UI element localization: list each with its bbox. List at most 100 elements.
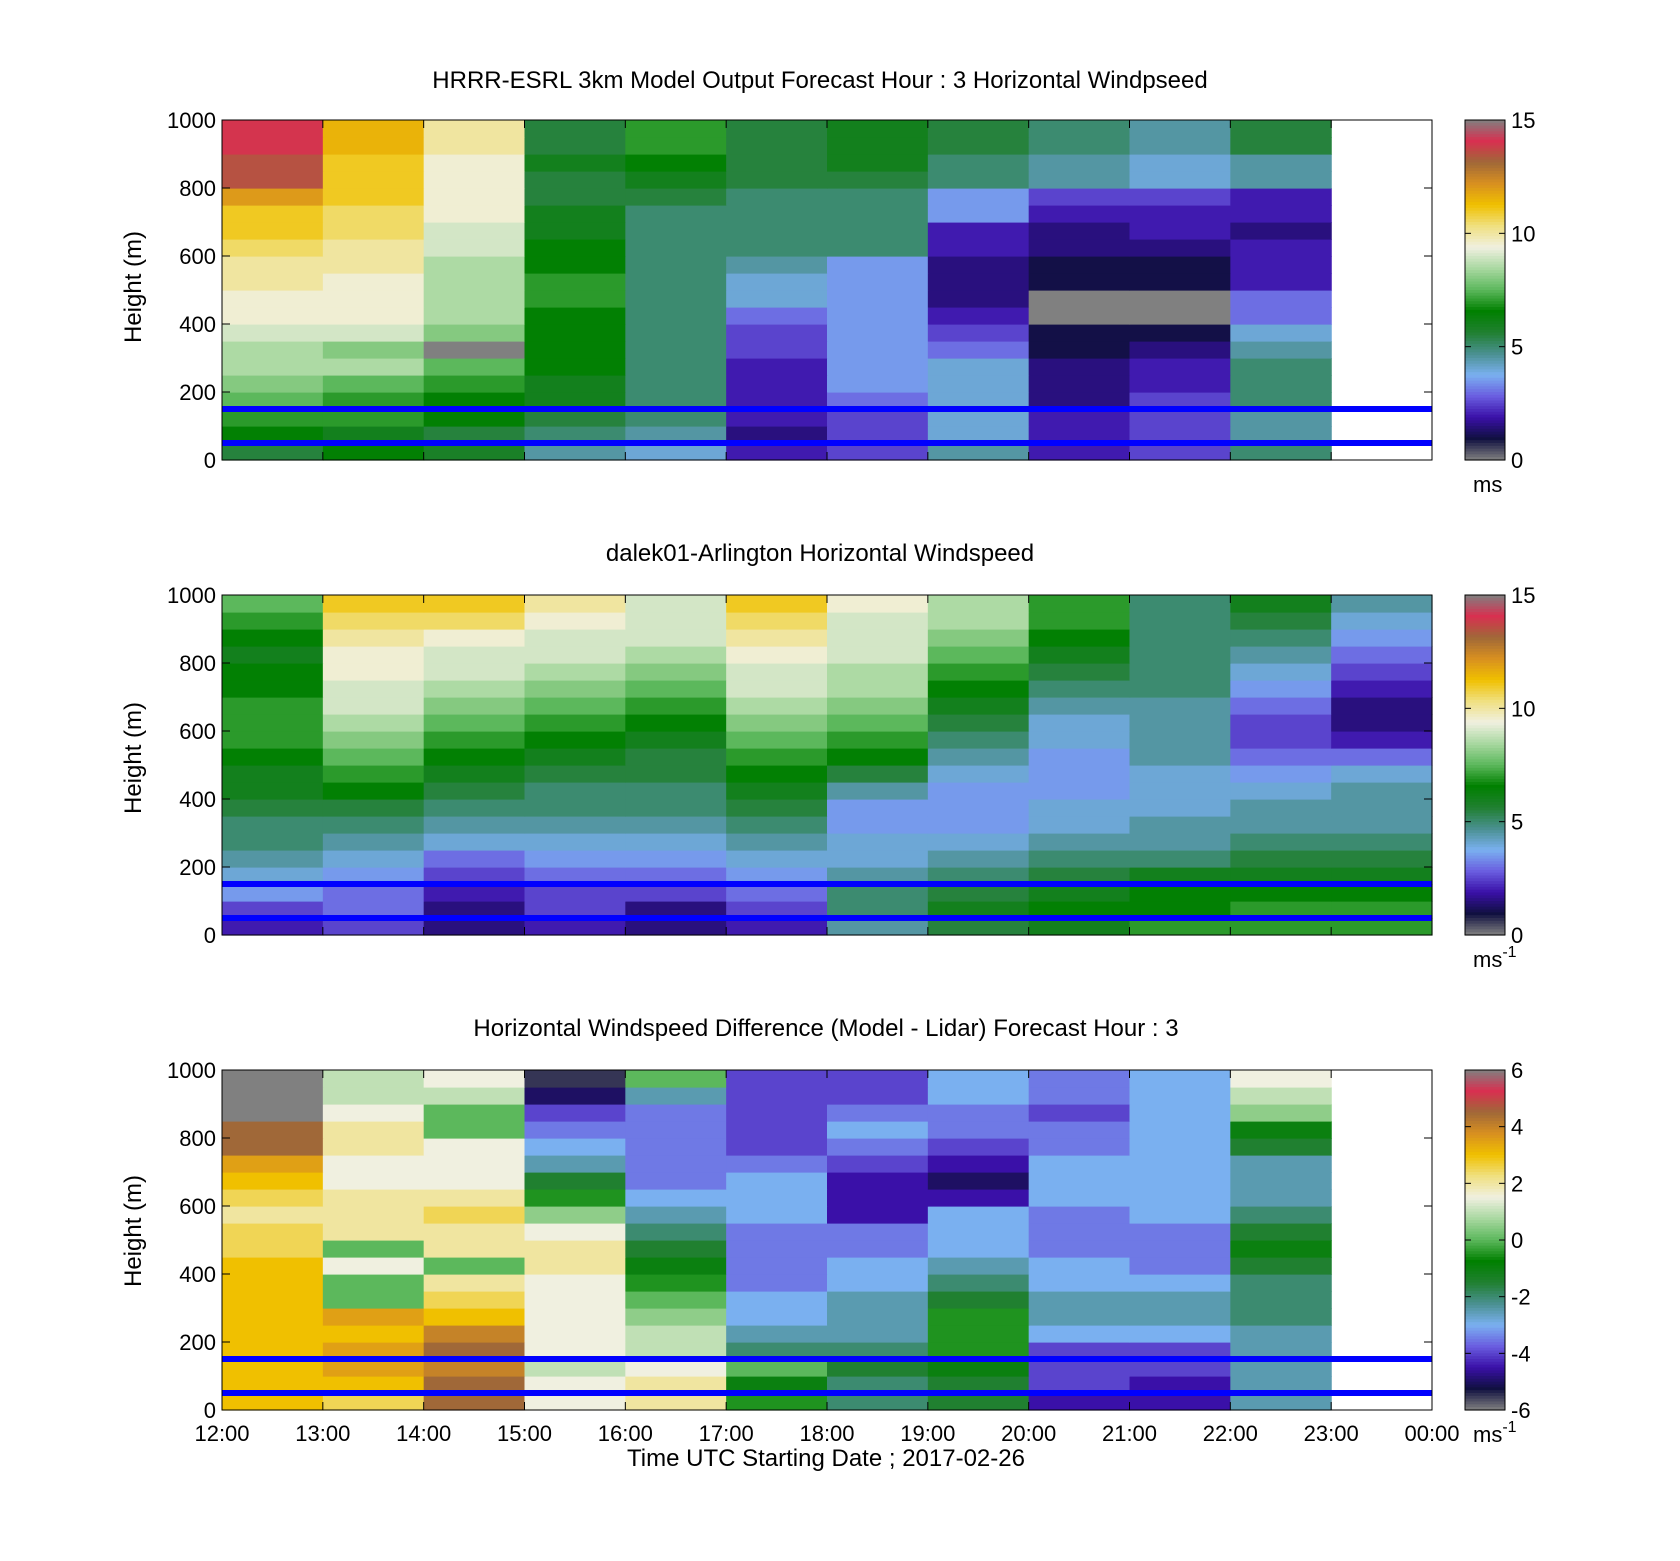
heatmap-cell	[927, 850, 1030, 868]
heatmap-cell	[322, 714, 425, 732]
heatmap-cell	[625, 612, 727, 630]
heatmap-cell	[423, 307, 526, 325]
heatmap-cell	[927, 188, 1030, 206]
heatmap-cell	[625, 714, 727, 732]
heatmap-cell	[322, 595, 425, 613]
heatmap-cell	[1129, 1308, 1231, 1326]
heatmap-cell	[423, 188, 526, 206]
heatmap-cell	[322, 816, 425, 834]
heatmap-cell	[524, 1189, 626, 1207]
heatmap-cell	[1129, 205, 1231, 223]
heatmap-cell	[1129, 1393, 1231, 1411]
heatmap-cell	[927, 731, 1030, 749]
heatmap-cell	[726, 358, 828, 376]
heatmap-cell	[222, 256, 324, 274]
heatmap-cell	[1129, 884, 1231, 902]
heatmap-cell	[625, 307, 727, 325]
heatmap-cell	[1331, 884, 1433, 902]
heatmap-cell	[1331, 646, 1433, 664]
heatmap-cell	[1230, 392, 1332, 410]
heatmap-cell	[423, 222, 526, 240]
heatmap-cell	[726, 697, 828, 715]
heatmap-cell	[423, 1121, 526, 1139]
x-tick-label: 19:00	[900, 1421, 955, 1446]
heatmap-cell	[625, 409, 727, 427]
heatmap-cell	[1230, 1223, 1332, 1241]
heatmap-cell	[827, 833, 929, 851]
heatmap-cell	[222, 171, 324, 189]
heatmap-cell	[1129, 1325, 1231, 1343]
heatmap-cell	[927, 1155, 1030, 1173]
heatmap-cell	[1129, 782, 1231, 800]
heatmap-cell	[524, 273, 626, 291]
heatmap-cell	[222, 1087, 324, 1105]
heatmap-cell	[726, 612, 828, 630]
heatmap-cell	[322, 120, 425, 138]
colorbar-unit: ms-1	[1473, 944, 1517, 972]
heatmap-cell	[1028, 799, 1131, 817]
heatmap-cell	[927, 222, 1030, 240]
heatmap-cell	[524, 239, 626, 257]
heatmap-cell	[1230, 239, 1332, 257]
heatmap-cell	[827, 731, 929, 749]
heatmap-cell	[726, 1172, 828, 1190]
heatmap-cell	[1028, 409, 1131, 427]
heatmap-cell	[927, 663, 1030, 681]
heatmap-cell	[927, 443, 1030, 461]
heatmap-cell	[625, 1172, 727, 1190]
heatmap-cell	[222, 1206, 324, 1224]
heatmap-cell	[927, 1240, 1030, 1258]
heatmap-cell	[726, 1138, 828, 1156]
heatmap-cell	[1331, 833, 1433, 851]
heatmap-cell	[827, 358, 929, 376]
heatmap-cell	[423, 765, 526, 783]
colorbar-tick-label: 10	[1511, 696, 1535, 721]
heatmap-cell	[827, 375, 929, 393]
heatmap-cell	[1028, 1291, 1131, 1309]
heatmap-cell	[827, 714, 929, 732]
heatmap-cell	[726, 901, 828, 919]
heatmap-cell	[524, 612, 626, 630]
heatmap-cell	[726, 1376, 828, 1394]
heatmap-cell	[222, 1138, 324, 1156]
heatmap-cell	[927, 358, 1030, 376]
heatmap-cell	[1230, 629, 1332, 647]
heatmap-cell	[1129, 222, 1231, 240]
heatmap-cell	[524, 290, 626, 308]
heatmap-cell	[927, 1274, 1030, 1292]
heatmap-cell	[1230, 324, 1332, 342]
heatmap-cell	[423, 1070, 526, 1088]
heatmap-cell	[625, 918, 727, 936]
heatmap-cell	[726, 392, 828, 410]
heatmap-cell	[827, 1257, 929, 1275]
heatmap-cell	[524, 1087, 626, 1105]
heatmap-cell	[625, 782, 727, 800]
heatmap-cell	[423, 1274, 526, 1292]
heatmap-cell	[625, 1189, 727, 1207]
heatmap-cell	[524, 1325, 626, 1343]
heatmap-cell	[1230, 850, 1332, 868]
heatmap-cell	[827, 680, 929, 698]
heatmap-cell	[1028, 273, 1131, 291]
heatmap-cell	[1230, 1240, 1332, 1258]
heatmap-cell	[1129, 375, 1231, 393]
heatmap-cell	[726, 375, 828, 393]
heatmap-cell	[726, 239, 828, 257]
heatmap-cell	[827, 1359, 929, 1377]
heatmap-cell	[222, 1172, 324, 1190]
heatmap-cell	[1028, 884, 1131, 902]
colorbar-tick-label: 0	[1511, 923, 1523, 948]
heatmap-cell	[1028, 341, 1131, 359]
y-tick-label: 600	[179, 1194, 216, 1219]
heatmap-cell	[1331, 816, 1433, 834]
heatmap-cell	[423, 1376, 526, 1394]
heatmap-cell	[927, 1070, 1030, 1088]
heatmap-cell	[222, 324, 324, 342]
colorbar-tick-label: -6	[1511, 1398, 1531, 1423]
heatmap-cell	[423, 901, 526, 919]
heatmap-cell	[927, 324, 1030, 342]
heatmap-cell	[222, 765, 324, 783]
y-tick-label: 0	[204, 923, 216, 948]
heatmap-cell	[927, 629, 1030, 647]
x-tick-label: 00:00	[1404, 1421, 1459, 1446]
